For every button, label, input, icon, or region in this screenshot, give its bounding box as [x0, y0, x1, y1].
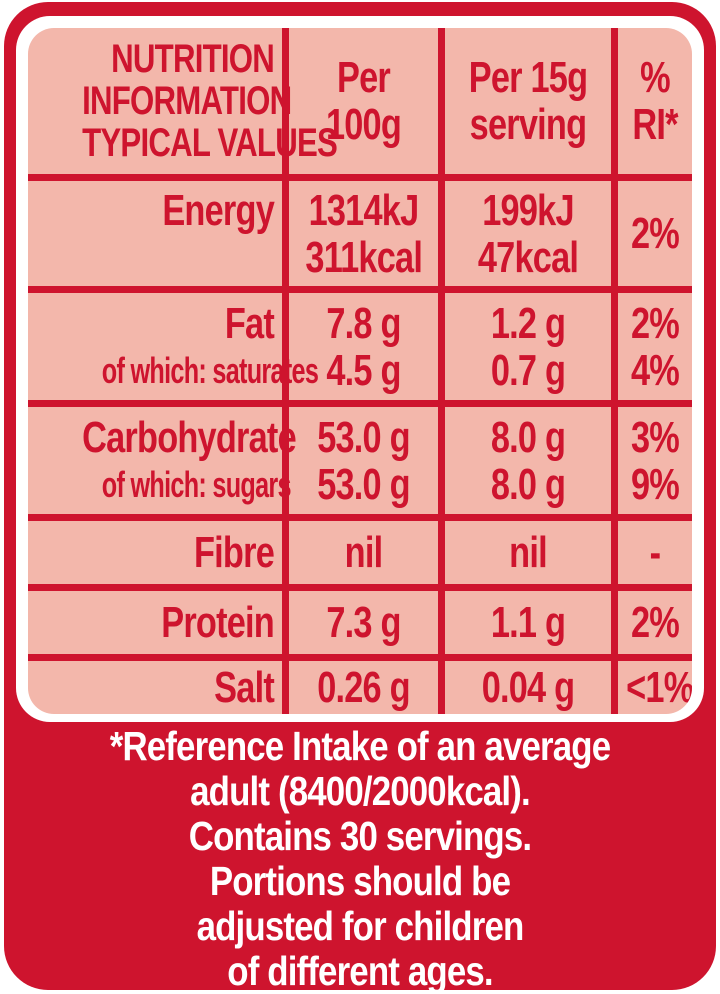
fibre-per-serving: nil [438, 521, 611, 584]
fat-ri-value: 2% [630, 298, 680, 348]
header-percent-ri: % RI* [611, 28, 692, 174]
header-title-line-3: TYPICAL VALUES [82, 121, 338, 165]
fat-saturates-per-serving-value: 0.7 g [490, 345, 566, 395]
energy-ri-value: 2% [630, 209, 680, 258]
footnote-line-4: Portions should be [209, 858, 511, 904]
protein-per-serving-value: 1.1 g [490, 598, 566, 647]
fat-per-100g: 7.8 g 4.5 g [282, 293, 438, 400]
row-energy: Energy 1314kJ 311kcal 199kJ 47kcal 2% [28, 174, 692, 286]
energy-per-serving-kj: 199kJ [482, 185, 574, 235]
footnote-line-2: adult (8400/2000kcal). [190, 768, 531, 814]
fat-saturates-ri-value: 4% [630, 345, 680, 395]
fat-per-serving-value: 1.2 g [490, 298, 566, 348]
header-ri-line-2: RI* [632, 100, 678, 149]
salt-ri-value: <1% [626, 663, 692, 712]
energy-label: Energy [162, 185, 274, 235]
salt-ri: <1% [611, 661, 692, 714]
fibre-per-serving-value: nil [509, 528, 547, 577]
protein-per-100g: 7.3 g [282, 591, 438, 654]
row-carbohydrate: Carbohydrate of which: sugars 53.0 g 53.… [28, 400, 692, 514]
nutrition-table: NUTRITION INFORMATION TYPICAL VALUES Per… [28, 28, 692, 714]
carbohydrate-ri-value: 3% [630, 412, 680, 462]
sugars-per-serving-value: 8.0 g [490, 459, 566, 509]
energy-label-spacer [28, 234, 274, 281]
fibre-ri-value: - [649, 528, 661, 577]
energy-per-serving: 199kJ 47kcal [438, 181, 611, 286]
salt-per-100g-value: 0.26 g [317, 663, 410, 712]
fat-label-cell: Fat of which: saturates [28, 293, 319, 400]
footnote-line-3: Contains 30 servings. [188, 813, 532, 859]
row-protein: Protein 7.3 g 1.1 g 2% [28, 584, 692, 654]
carbohydrate-ri: 3% 9% [611, 407, 692, 514]
salt-per-serving: 0.04 g [438, 661, 611, 714]
sugars-label: of which: sugars [101, 463, 292, 505]
fat-per-serving: 1.2 g 0.7 g [438, 293, 611, 400]
carbohydrate-label-cell: Carbohydrate of which: sugars [28, 407, 297, 514]
energy-per-100g-kcal: 311kcal [305, 232, 423, 282]
header-title-line-1: NUTRITION [111, 37, 275, 81]
carbohydrate-per-serving: 8.0 g 8.0 g [438, 407, 611, 514]
energy-label-cell: Energy [28, 181, 282, 286]
carbohydrate-per-100g: 53.0 g 53.0 g [282, 407, 438, 514]
carbohydrate-label: Carbohydrate [82, 412, 297, 462]
fat-saturates-label: of which: saturates [101, 349, 319, 391]
fat-per-100g-value: 7.8 g [326, 298, 401, 348]
carbohydrate-per-serving-value: 8.0 g [490, 412, 566, 462]
header-ri-line-1: % [640, 53, 671, 102]
protein-per-serving: 1.1 g [438, 591, 611, 654]
header-typical-values: NUTRITION INFORMATION TYPICAL VALUES [28, 28, 338, 174]
footnote-line-5: adjusted for children [196, 903, 525, 949]
salt-label-cell: Salt [28, 661, 282, 714]
header-title-line-2: INFORMATION [82, 79, 292, 123]
row-salt: Salt 0.26 g 0.04 g <1% [28, 654, 692, 714]
energy-per-100g: 1314kJ 311kcal [282, 181, 438, 286]
protein-label-cell: Protein [28, 591, 282, 654]
header-per-serving-line-1: Per 15g [468, 53, 588, 102]
salt-per-100g: 0.26 g [282, 661, 438, 714]
energy-ri: 2% [611, 181, 692, 286]
header-per-serving: Per 15g serving [438, 28, 611, 174]
header-per-100g: Per 100g [282, 28, 438, 174]
header-per-100g-line-2: 100g [325, 100, 402, 149]
footnote-line-1: *Reference Intake of an average [109, 723, 611, 769]
fat-saturates-per-100g-value: 4.5 g [326, 345, 401, 395]
row-fat: Fat of which: saturates 7.8 g 4.5 g 1.2 … [28, 286, 692, 400]
row-fibre: Fibre nil nil - [28, 514, 692, 584]
header-per-100g-line-1: Per [336, 53, 391, 102]
protein-per-100g-value: 7.3 g [326, 598, 401, 647]
salt-per-serving-value: 0.04 g [481, 663, 575, 712]
reference-intake-note: *Reference Intake of an average adult (8… [20, 724, 700, 994]
sugars-per-100g-value: 53.0 g [317, 459, 410, 509]
protein-ri: 2% [611, 591, 692, 654]
fibre-per-100g-value: nil [344, 528, 383, 577]
fibre-per-100g: nil [282, 521, 438, 584]
salt-label: Salt [214, 663, 275, 712]
fibre-ri: - [611, 521, 692, 584]
carbohydrate-per-100g-value: 53.0 g [317, 412, 410, 462]
fibre-label-cell: Fibre [28, 521, 282, 584]
table-header-row: NUTRITION INFORMATION TYPICAL VALUES Per… [28, 28, 692, 174]
protein-ri-value: 2% [630, 598, 680, 647]
fat-ri: 2% 4% [611, 293, 692, 400]
header-per-serving-line-2: serving [469, 100, 587, 149]
fibre-label: Fibre [193, 528, 275, 577]
fat-label: Fat [224, 298, 275, 348]
footnote-line-6: of different ages. [227, 948, 493, 994]
energy-per-100g-kj: 1314kJ [308, 185, 420, 235]
sugars-ri-value: 9% [630, 459, 680, 509]
energy-per-serving-kcal: 47kcal [477, 232, 579, 282]
protein-label: Protein [161, 598, 275, 647]
